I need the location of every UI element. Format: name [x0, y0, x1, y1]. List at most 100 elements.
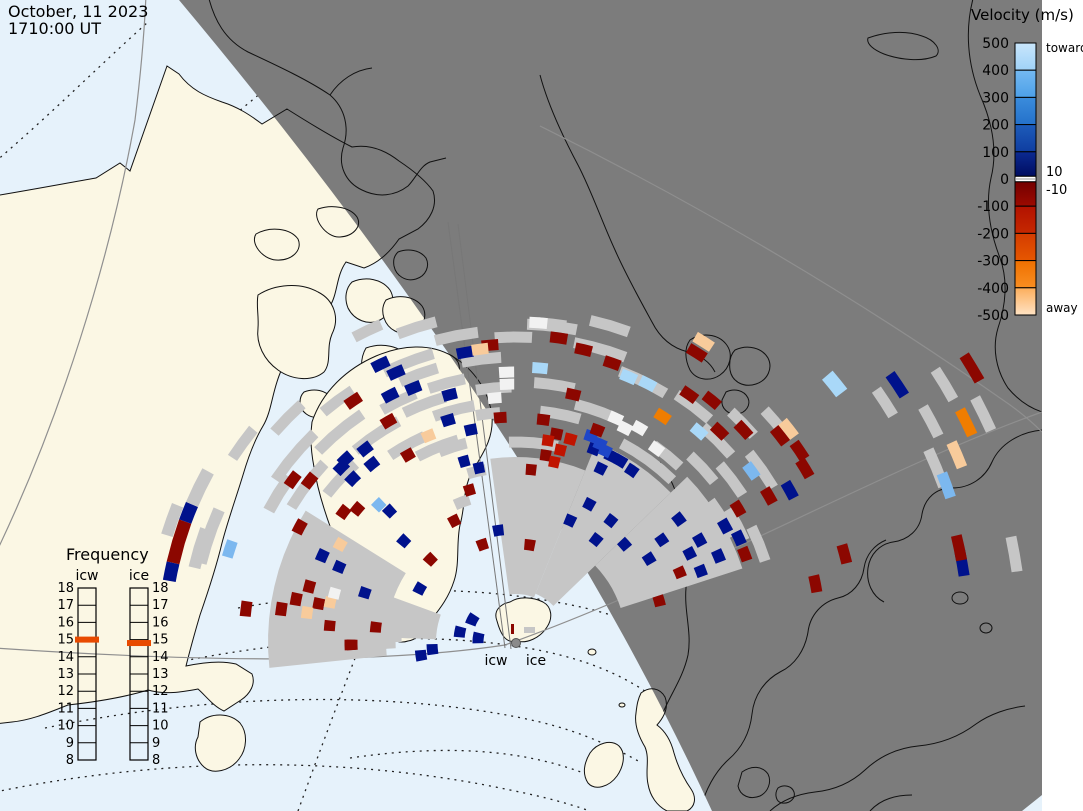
radar-site: icw ice — [484, 638, 546, 669]
velocity-tick-label: 400 — [982, 63, 1009, 79]
scatter-cell — [689, 422, 709, 441]
timestamp: October, 11 2023 1710:00 UT — [8, 2, 148, 38]
velocity-tick-label: 100 — [982, 145, 1009, 161]
velocity-colorbar-segment — [1014, 151, 1037, 177]
scatter-cell — [475, 537, 489, 552]
velocity-legend: Velocity (m/s) 500 400 300 200 100 0 -100 -200 -… — [971, 6, 1083, 324]
scatter-cell — [323, 619, 336, 632]
radar-fov-lines — [447, 221, 512, 650]
scatter-cell — [936, 471, 956, 500]
scatter-cell — [332, 458, 351, 477]
scatter-cell — [535, 442, 671, 606]
scatter-cell — [162, 561, 180, 582]
scatter-cell — [399, 447, 416, 463]
velocity-colorbar-segment — [1014, 260, 1037, 289]
scatter-cell — [463, 423, 478, 437]
scatter-cell — [744, 449, 778, 491]
frequency-scale-boxes: 18 17 16 15 14 13 12 11 10 9 8 18 17 16 15 14 13 12 11 10 9 8 — [57, 581, 168, 768]
scatter-cell — [699, 422, 736, 459]
velocity-tick-label: -400 — [977, 281, 1009, 297]
scatter-cell — [836, 543, 853, 565]
radar-label-ice: ice — [526, 653, 546, 669]
scatter-cell — [322, 459, 360, 498]
scatter-cell — [370, 355, 391, 373]
velocity-tick-label: -200 — [977, 226, 1009, 242]
scatter-cell — [414, 434, 460, 462]
velocity-tick-label: -100 — [977, 199, 1009, 215]
scatter-cell — [332, 559, 347, 574]
scatter-cell — [780, 479, 799, 501]
scatter-cell — [369, 621, 382, 633]
frequency-tick-label: 18 — [152, 581, 169, 596]
scatter-cell — [379, 412, 398, 430]
scatter-cell — [589, 315, 631, 338]
scatter-cell — [582, 496, 597, 512]
scatter-cell — [323, 596, 337, 609]
scatter-cell — [612, 453, 629, 469]
scatter-cell — [532, 362, 549, 375]
velocity-tick-label: 0 — [1000, 172, 1009, 188]
scatter-cell — [227, 425, 258, 461]
scatter-cell — [930, 366, 959, 403]
scatter-cell — [970, 395, 997, 433]
scatter-cell — [624, 462, 640, 479]
scatter-cell — [275, 601, 288, 617]
frequency-tick-label: 9 — [66, 736, 74, 751]
night-terminator-shade — [179, 0, 1042, 811]
scatter-cell — [574, 342, 593, 357]
scatter-cell — [602, 355, 622, 371]
scatter-cell — [312, 597, 326, 611]
scatter-cell — [597, 443, 613, 459]
scatter-cell — [563, 513, 578, 528]
frequency-tick-label: 16 — [152, 615, 169, 630]
scatter-cell — [327, 586, 342, 600]
velocity-tick-label: 200 — [982, 118, 1009, 134]
scatter-cell — [427, 373, 466, 394]
scatter-cell — [573, 398, 618, 424]
frequency-tick-label: 12 — [57, 684, 74, 699]
scatter-cell — [541, 434, 555, 447]
scatter-cell — [769, 425, 791, 447]
scatter-cell — [946, 440, 968, 470]
frequency-legend: Frequency icw ice 1817161514131211109818… — [57, 545, 168, 768]
scatter-cell — [422, 551, 438, 567]
scatter-cell — [194, 507, 225, 565]
frequency-tick-label: 10 — [57, 719, 74, 734]
scatter-cell — [701, 390, 722, 410]
scatter-cell — [709, 421, 730, 441]
velocity-tick-label: 500 — [982, 36, 1009, 52]
time-text: 1710:00 UT — [8, 19, 101, 38]
scatter-cell — [672, 565, 687, 580]
scatter-cell — [356, 440, 374, 458]
scatter-cell — [490, 457, 586, 598]
scatter-cell — [565, 387, 582, 402]
scatter-cell — [871, 386, 898, 419]
scatter-cell — [733, 419, 754, 440]
scatter-cell — [746, 524, 771, 563]
frequency-tick-label: 13 — [152, 667, 169, 682]
scatter-cell — [536, 413, 551, 426]
scatter-cell — [1005, 535, 1023, 573]
scatter-cell — [186, 468, 214, 507]
frequency-col-icw: icw — [75, 568, 98, 584]
scatter-cell — [524, 627, 535, 633]
scatter-cell — [525, 463, 537, 476]
scatter-cell — [822, 370, 848, 398]
scatter-cell — [381, 595, 441, 640]
scatter-cell — [441, 387, 458, 402]
scatter-cell — [396, 533, 412, 549]
away-label: away — [1046, 301, 1078, 315]
scatter-cell — [455, 345, 474, 360]
scatter-cell — [617, 536, 633, 552]
velocity-colorbar-segment — [1014, 181, 1037, 207]
scatter-cell — [270, 400, 306, 436]
scatter-cell — [588, 532, 604, 548]
scatter-cell — [529, 316, 548, 329]
plot-margin — [1042, 0, 1083, 811]
scatter-cell — [589, 422, 606, 438]
frequency-tick-label: 12 — [152, 684, 169, 699]
velocity-colorbar — [1014, 42, 1037, 316]
scatter-cell — [539, 449, 552, 462]
scatter-cell — [398, 625, 411, 639]
scatter-cell — [654, 532, 670, 548]
